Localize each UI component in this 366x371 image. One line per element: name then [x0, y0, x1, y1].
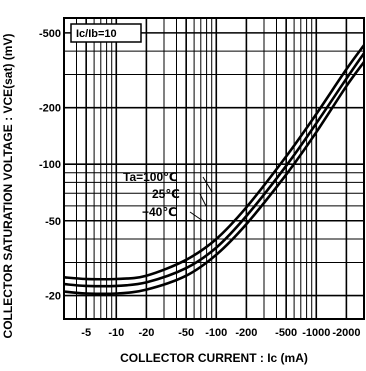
x-tick-label: -2000 [332, 327, 360, 339]
series-line [63, 61, 366, 296]
series-leader-line [202, 176, 213, 193]
series-line [63, 52, 366, 288]
condition-box: Ic/Ib=10 [70, 23, 142, 43]
y-tick-label: -50 [45, 216, 61, 228]
ticks: -5 -10 -20 -50 -100 -200 -500 -1000 -2000-20-50-… [39, 28, 360, 339]
y-tick-label: -500 [39, 28, 61, 40]
series-leader-line [199, 193, 207, 207]
series-label: 25℃ [152, 187, 180, 201]
x-tick-label: -1000 [302, 327, 330, 339]
x-tick-label: -500 [275, 327, 297, 339]
x-tick-label: -10 [108, 327, 124, 339]
series-label: −40℃ [142, 205, 177, 219]
series-labels: Ta=100℃ 25℃ −40℃ [123, 170, 213, 222]
series-label: Ta=100℃ [123, 170, 178, 184]
curves [63, 44, 366, 296]
y-axis-title: COLLECTOR SATURATION VOLTAGE : VCE(sat) … [1, 34, 15, 339]
y-tick-label: -20 [45, 291, 61, 303]
x-tick-label: -50 [178, 327, 194, 339]
x-axis-title: COLLECTOR CURRENT : Ic (mA) [120, 351, 308, 365]
grid [63, 17, 365, 319]
plot-frame [63, 17, 365, 320]
series-leader-line [189, 211, 204, 222]
series-line [63, 44, 366, 281]
y-tick-label: -100 [39, 159, 61, 171]
x-tick-label: -20 [138, 327, 154, 339]
y-tick-label: -200 [39, 103, 61, 115]
condition-label: Ic/Ib=10 [76, 28, 117, 40]
x-tick-label: -100 [205, 327, 227, 339]
x-tick-label: -5 [81, 327, 91, 339]
x-tick-label: -200 [235, 327, 257, 339]
